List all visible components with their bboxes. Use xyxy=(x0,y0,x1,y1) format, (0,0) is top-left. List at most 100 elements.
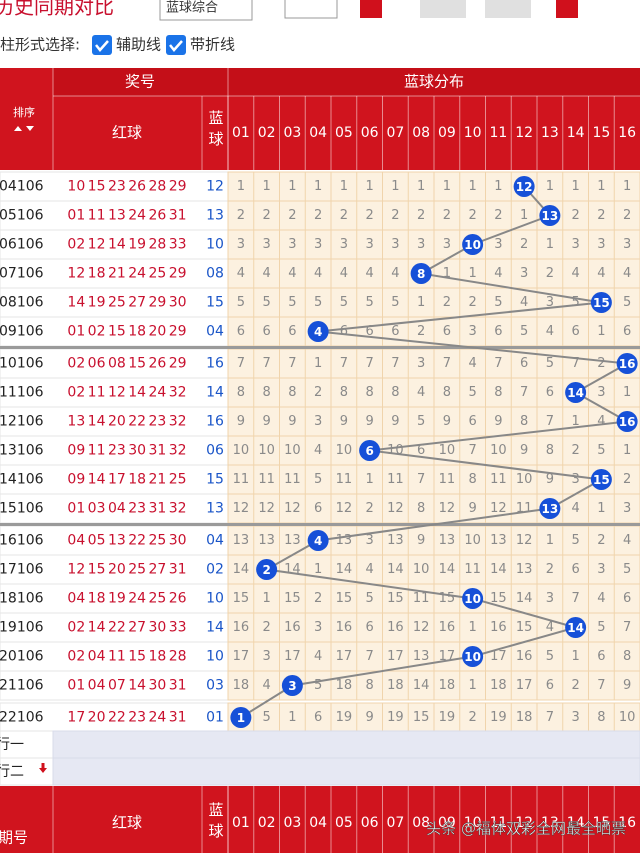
omission: 3 xyxy=(365,533,373,548)
omission: 6 xyxy=(365,324,373,339)
option-text[interactable]: 带折线 xyxy=(190,36,235,54)
blue-ball: 10 xyxy=(206,237,224,253)
omission: 3 xyxy=(597,237,605,252)
hit-number: 4 xyxy=(314,325,322,339)
forecast-label: 行二 xyxy=(0,764,24,780)
group-sep xyxy=(0,346,640,349)
omission: 11 xyxy=(233,472,250,487)
omission: 3 xyxy=(314,620,322,635)
omission: 5 xyxy=(340,295,348,310)
omission: 4 xyxy=(314,443,322,458)
grey-button[interactable] xyxy=(485,0,531,18)
omission: 12 xyxy=(284,501,301,516)
omission: 3 xyxy=(417,356,425,371)
option-text[interactable]: 辅助线 xyxy=(116,36,161,54)
omission: 1 xyxy=(288,710,296,725)
omission: 6 xyxy=(314,710,322,725)
row-left-bg xyxy=(0,229,229,260)
omission: 19 xyxy=(439,710,456,725)
omission: 1 xyxy=(468,678,476,693)
omission: 17 xyxy=(233,649,250,664)
red-label: 红球 xyxy=(112,124,142,142)
hit-number: 2 xyxy=(262,563,270,577)
blue-ball: 04 xyxy=(206,533,224,549)
hit-number: 3 xyxy=(288,679,296,693)
hit-ball xyxy=(462,588,484,609)
checkmark xyxy=(169,40,183,52)
options-label: 柱形式选择: xyxy=(0,36,80,54)
hit-number: 16 xyxy=(619,415,636,429)
omission: 13 xyxy=(516,562,533,577)
forecast-arrow xyxy=(39,763,47,773)
issue: 10106 xyxy=(0,356,44,372)
omission: 1 xyxy=(468,179,476,194)
omission: 16 xyxy=(284,620,301,635)
omission: 6 xyxy=(391,324,399,339)
omission: 4 xyxy=(391,266,399,281)
omission: 13 xyxy=(413,649,430,664)
red-button[interactable] xyxy=(360,0,382,18)
omission: 2 xyxy=(391,208,399,223)
issue: 21106 xyxy=(0,678,44,694)
footer-column: 02 xyxy=(258,815,276,831)
omission: 18 xyxy=(490,678,507,693)
omission: 10 xyxy=(258,443,275,458)
omission: 3 xyxy=(546,591,554,606)
omission: 12 xyxy=(336,501,353,516)
grey-button[interactable] xyxy=(420,0,466,18)
issue: 20106 xyxy=(0,649,44,665)
omission: 4 xyxy=(571,501,579,516)
prize-label: 奖号 xyxy=(125,73,155,91)
omission: 13 xyxy=(439,533,456,548)
hit-number: 4 xyxy=(314,534,322,548)
column-label: 12 xyxy=(515,125,533,141)
select-box[interactable] xyxy=(159,0,253,21)
omission: 7 xyxy=(468,443,476,458)
footer-column: 01 xyxy=(232,815,250,831)
omission: 2 xyxy=(468,295,476,310)
omission: 5 xyxy=(262,295,270,310)
omission: 17 xyxy=(284,649,301,664)
omission: 6 xyxy=(417,443,425,458)
omission: 5 xyxy=(365,591,373,606)
omission: 9 xyxy=(468,501,476,516)
omission: 1 xyxy=(468,620,476,635)
checkbox[interactable] xyxy=(92,35,112,55)
sort-label[interactable]: 排序 xyxy=(13,105,35,119)
omission: 8 xyxy=(443,385,451,400)
blue-ball: 14 xyxy=(206,620,224,636)
omission: 3 xyxy=(314,414,322,429)
page-title: 历史同期对比 xyxy=(0,0,114,19)
omission: 16 xyxy=(336,620,353,635)
hit-ball xyxy=(590,292,612,313)
omission: 7 xyxy=(288,356,296,371)
issue: 07106 xyxy=(0,266,44,282)
omission: 16 xyxy=(233,620,250,635)
hit-number: 12 xyxy=(516,180,533,194)
row-left-bg xyxy=(0,641,229,672)
omission: 1 xyxy=(546,533,554,548)
sort-arrows xyxy=(14,126,34,131)
blue-ball: 10 xyxy=(206,649,224,665)
omission: 6 xyxy=(546,385,554,400)
footer-column: 11 xyxy=(489,815,507,831)
omission: 3 xyxy=(520,266,528,281)
omission: 7 xyxy=(365,649,373,664)
red-balls: 02 12 14 19 28 33 xyxy=(67,237,186,253)
omission: 15 xyxy=(233,591,250,606)
omission: 1 xyxy=(597,179,605,194)
omission: 3 xyxy=(262,649,270,664)
red-balls: 02 14 22 27 30 33 xyxy=(67,620,186,636)
omission: 1 xyxy=(443,179,451,194)
blue-ball: 13 xyxy=(206,501,224,517)
input-box[interactable] xyxy=(284,0,338,19)
omission: 2 xyxy=(262,208,270,223)
omission: 11 xyxy=(387,472,404,487)
omission: 5 xyxy=(546,649,554,664)
blue-ball: 12 xyxy=(206,179,224,195)
red-button[interactable] xyxy=(556,0,578,18)
omission: 2 xyxy=(417,324,425,339)
red-balls: 02 06 08 15 26 29 xyxy=(67,356,186,372)
checkbox[interactable] xyxy=(166,35,186,55)
omission: 4 xyxy=(314,649,322,664)
